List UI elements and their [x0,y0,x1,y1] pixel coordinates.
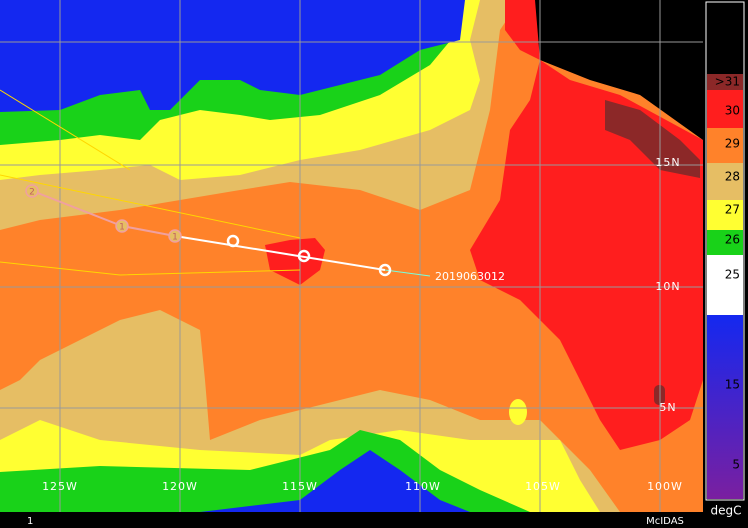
sst-field [0,0,703,512]
colorbar-label: 28 [725,170,740,184]
track-label: 1 [172,233,178,243]
lon-label: 100W [647,480,683,493]
colorbar-label: 5 [732,458,740,472]
red-zone [505,0,540,60]
lon-label: 120W [162,480,198,493]
track-line [384,269,431,277]
colorbar-label: 30 [725,104,740,118]
darkred-zone [605,100,700,178]
colorbar-band [707,128,743,163]
lon-label: 105W [525,480,561,493]
colorbar-label: 29 [725,137,740,151]
track-label: 1 [119,223,125,233]
colorbar-label: 25 [725,268,740,282]
lat-label: 5N [659,401,676,414]
lat-label: 15N [655,156,680,169]
colorbar-band [707,74,743,90]
time-label: 2019063012 [435,270,505,283]
track-points [25,184,182,243]
lat-label: 10N [655,280,680,293]
lon-label: 115W [282,480,318,493]
track-line [174,235,386,271]
track-point [25,184,39,198]
lon-label: 110W [405,480,441,493]
colorbar-label: 15 [725,378,740,392]
forecast-line [0,174,301,239]
colorbar-band [707,255,743,315]
graticule [0,0,703,512]
track-point [115,219,129,233]
colorbar-label: >31 [715,75,740,89]
colorbar-band [707,163,743,200]
hurricane-symbol [226,234,240,248]
frame-number: 1 [27,516,33,527]
hurricane-symbol [297,249,311,263]
track-point [168,229,182,243]
red-zone [265,238,325,285]
hurricane-symbol [378,263,392,277]
colorbar-band [707,230,743,255]
track-label: 2 [29,188,35,198]
colorbar-unit: degC [711,504,742,518]
colorbar-band [707,315,743,499]
yellow-zone [509,399,527,425]
colorbar-band [707,200,743,230]
red-zone [470,60,703,450]
colorbar-label: 27 [725,203,740,217]
forecast-line [0,89,131,171]
forecast-line [0,261,301,276]
land [535,0,703,140]
colorbar-band [707,90,743,128]
storm-symbols [226,234,392,277]
brand: McIDAS [646,516,684,527]
blue-zone [0,0,465,112]
lon-label: 125W [42,480,78,493]
colorbar-label: 26 [725,233,740,247]
blue-zone [200,450,470,512]
